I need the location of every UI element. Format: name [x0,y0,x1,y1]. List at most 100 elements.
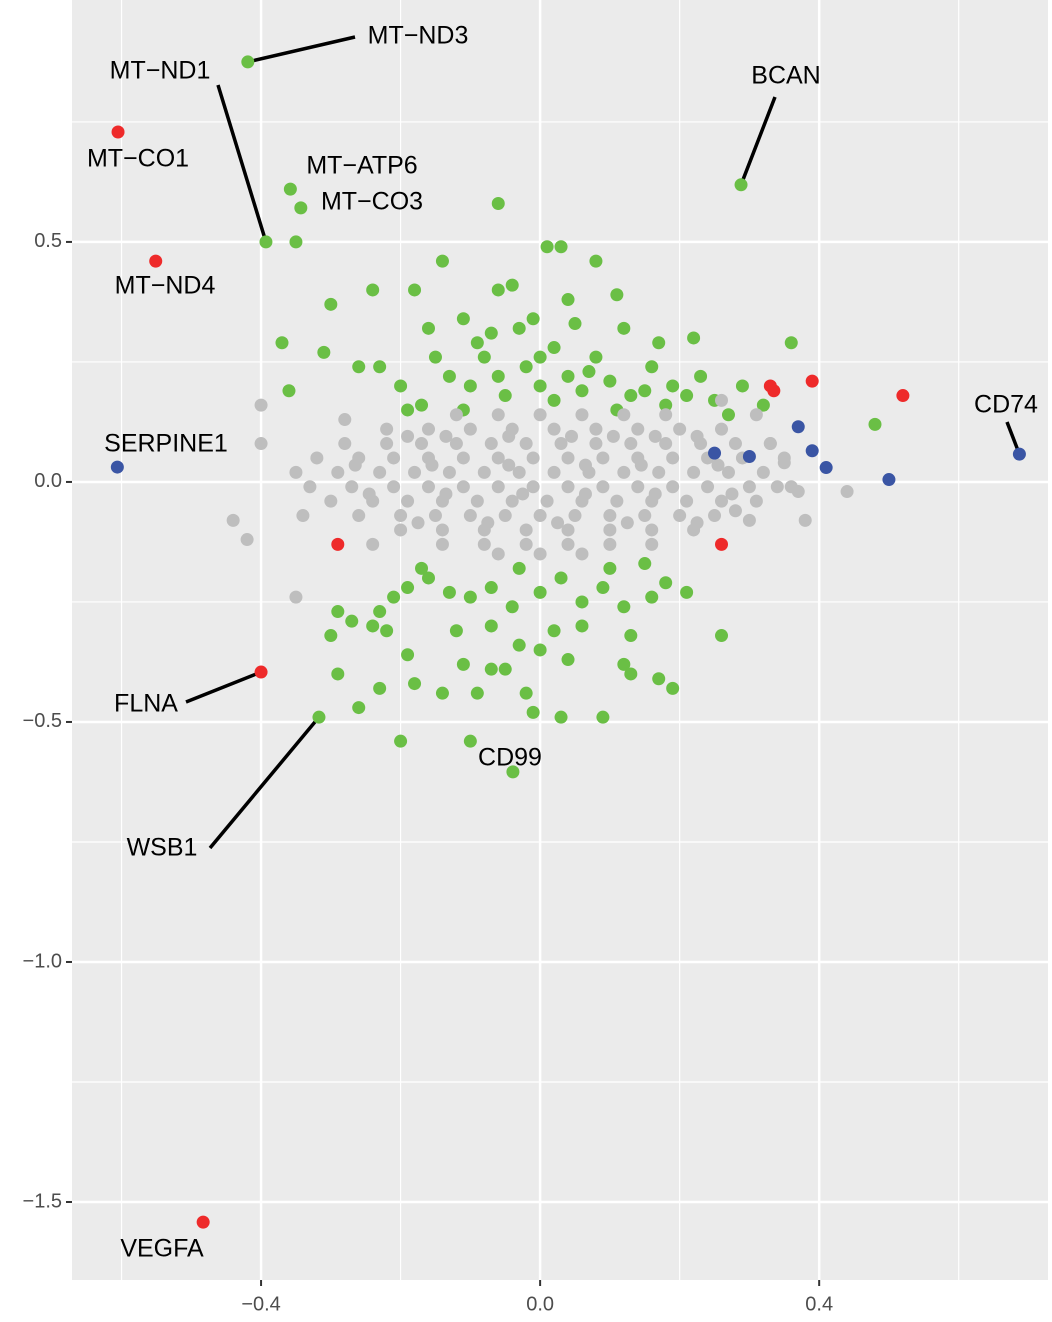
point [498,662,512,676]
point [428,350,442,364]
y-tick-label: 0.0 [34,470,62,492]
point [387,590,401,604]
point [568,509,582,523]
point [551,516,565,530]
point [805,374,819,388]
point [401,648,415,662]
point [491,451,505,465]
point [415,437,429,451]
point [666,451,680,465]
point [708,509,722,523]
point [498,389,512,403]
point [226,513,240,527]
point [645,590,659,604]
point [421,571,435,585]
point [149,254,163,268]
point [324,629,338,643]
point [749,408,763,422]
point [380,437,394,451]
point [666,681,680,695]
point [526,705,540,719]
point [435,537,449,551]
point [610,288,624,302]
point-label: MT−CO3 [321,188,423,216]
point [275,336,289,350]
point [659,408,673,422]
point [463,379,477,393]
point [512,321,526,335]
point [589,254,603,268]
point [659,576,673,590]
point [428,509,442,523]
point [701,480,715,494]
point [715,494,729,508]
point [554,571,568,585]
point [449,408,463,422]
point [477,350,491,364]
point [241,55,255,69]
point [742,513,756,527]
point [777,456,791,470]
point [561,653,575,667]
point [631,480,645,494]
point [477,523,491,537]
point [484,619,498,633]
point [742,450,756,464]
point [491,283,505,297]
point [254,665,268,679]
point [596,451,610,465]
point [617,408,631,422]
point [411,516,425,530]
point [415,561,429,575]
point [638,557,652,571]
point [516,487,530,501]
point [798,513,812,527]
point [840,485,854,499]
label-segment [208,716,321,850]
point [463,509,477,523]
point-label: WSB1 [127,834,198,862]
point [533,379,547,393]
point [735,379,749,393]
point [512,561,526,575]
point [456,451,470,465]
point [408,677,422,691]
point [561,451,575,465]
point [645,537,659,551]
point [540,240,554,254]
point [575,595,589,609]
point [401,429,415,443]
point [603,374,617,388]
point [498,509,512,523]
panel [72,0,1048,1280]
point [380,422,394,436]
point [259,235,273,249]
point [565,429,579,443]
point [575,547,589,561]
point [435,494,449,508]
point [519,523,533,537]
point [624,629,638,643]
point [373,360,387,374]
point [470,494,484,508]
point [645,360,659,374]
point [408,283,422,297]
point [331,605,345,619]
point [715,393,729,407]
point [289,235,303,249]
point [791,485,805,499]
point [477,537,491,551]
point [477,465,491,479]
point [505,494,519,508]
point [603,509,617,523]
y-tick-label: −1.5 [23,1190,62,1212]
point [533,547,547,561]
point [345,614,359,628]
point [561,523,575,537]
point [533,585,547,599]
point [756,465,770,479]
point [421,321,435,335]
point [1012,447,1026,461]
point [435,523,449,537]
point [666,379,680,393]
